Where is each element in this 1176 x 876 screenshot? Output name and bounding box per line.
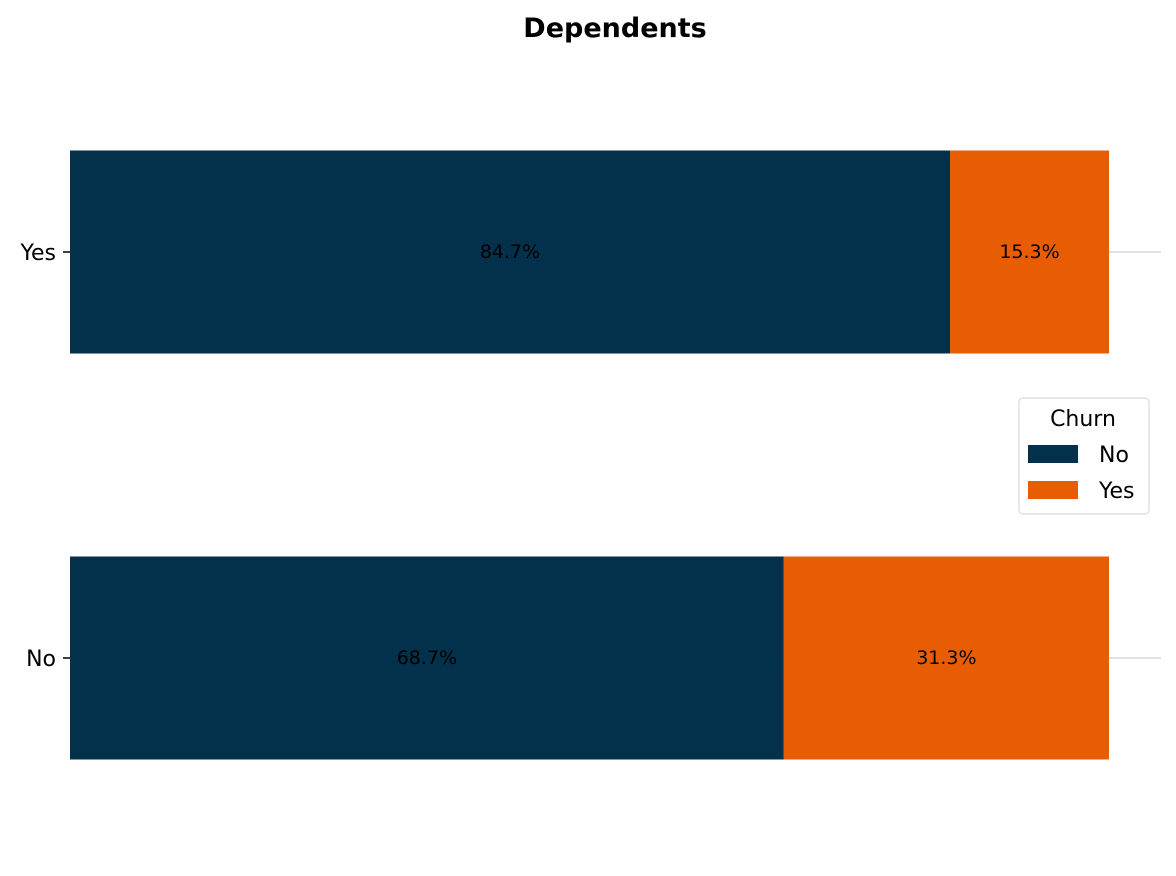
- y-tick-label-no: No: [26, 647, 56, 672]
- bar-yes-no: [70, 150, 951, 354]
- chart-title: Dependents: [523, 13, 706, 44]
- bar-no-no: [70, 556, 784, 760]
- bars: [70, 150, 1109, 760]
- y-axis: Yes No: [19, 241, 70, 672]
- y-tick-label-yes: Yes: [19, 241, 56, 266]
- legend-label-no: No: [1099, 443, 1129, 468]
- bar-yes-yes: [950, 150, 1109, 354]
- legend-items: No Yes: [1028, 443, 1135, 504]
- data-labels: 84.7% 15.3% 68.7% 31.3%: [397, 241, 1060, 669]
- data-label-yes-yes: 15.3%: [999, 241, 1059, 263]
- legend-swatch-no: [1028, 445, 1078, 463]
- legend-label-yes: Yes: [1098, 479, 1135, 504]
- legend-title: Churn: [1050, 407, 1116, 432]
- legend-swatch-yes: [1028, 481, 1078, 499]
- data-label-no-yes: 31.3%: [916, 647, 976, 669]
- bar-no-yes: [783, 556, 1109, 760]
- legend: Churn No Yes: [1018, 397, 1150, 515]
- data-label-no-no: 68.7%: [397, 647, 457, 669]
- data-label-yes-no: 84.7%: [480, 241, 540, 263]
